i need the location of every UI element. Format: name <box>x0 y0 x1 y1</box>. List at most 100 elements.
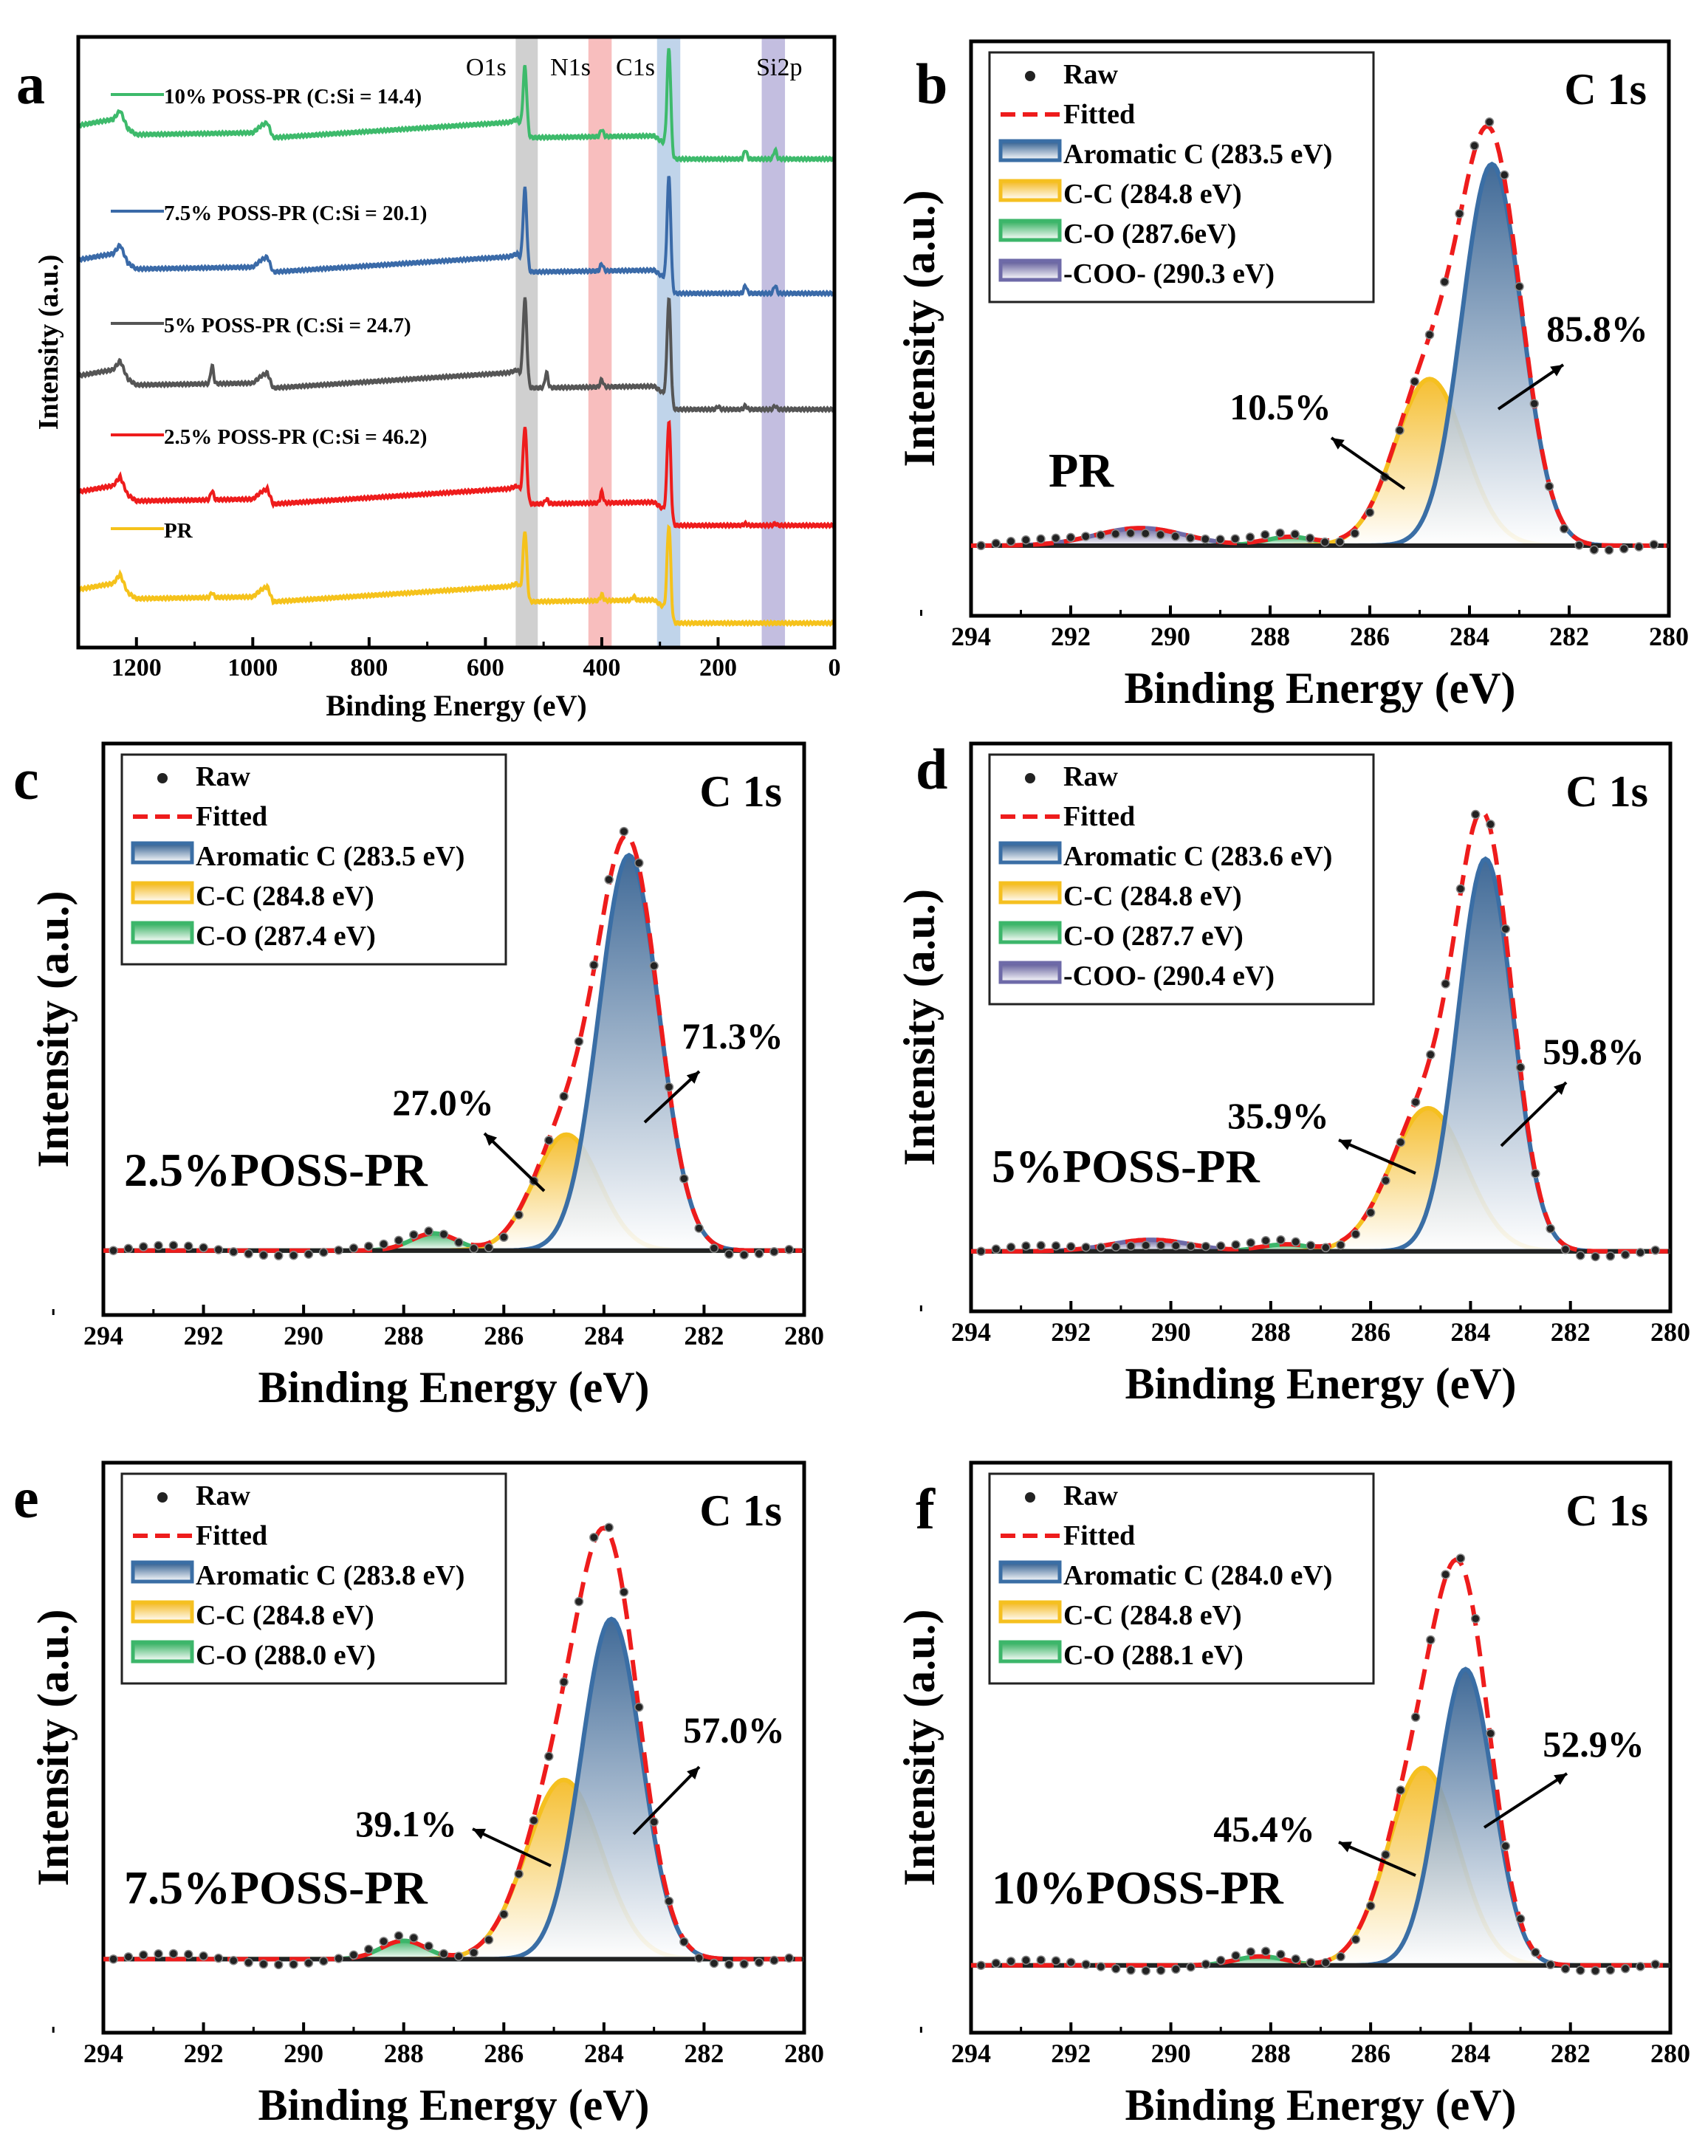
raw-point <box>379 1239 388 1249</box>
raw-point <box>1469 141 1479 151</box>
raw-point <box>1111 529 1120 539</box>
raw-point <box>1201 1241 1211 1252</box>
annotation-arrow <box>632 1765 701 1836</box>
aromatic-legend-icon <box>998 139 1062 162</box>
raw-point <box>1215 1241 1226 1251</box>
raw-point <box>559 1091 569 1102</box>
aromatic-legend-icon <box>998 1560 1062 1584</box>
raw-point <box>1111 1964 1121 1974</box>
raw-point <box>1021 1955 1031 1966</box>
raw-point <box>1515 1914 1526 1923</box>
raw-point <box>769 1246 779 1257</box>
sample-label: PR <box>1049 444 1114 498</box>
raw-point <box>499 1232 509 1242</box>
raw-point <box>724 1960 734 1969</box>
raw-point <box>1351 1229 1361 1239</box>
raw-point <box>976 1246 986 1256</box>
legend-cc: C-C (284.8 eV) <box>196 1600 374 1631</box>
x-tick-label: 282 <box>1549 622 1589 651</box>
raw-point <box>319 1247 329 1257</box>
raw-point <box>1096 530 1105 540</box>
raw-point <box>199 1951 208 1961</box>
y-axis-label: Intensity (a.u.) <box>33 255 64 430</box>
raw-point <box>664 1896 674 1906</box>
raw-point <box>274 1251 284 1260</box>
raw-point <box>1021 535 1031 545</box>
arrow-head <box>1554 1774 1567 1785</box>
raw-point <box>1066 1957 1076 1967</box>
raw-point <box>1231 1951 1241 1960</box>
y-axis-label: Intensity (a.u.) <box>895 889 944 1166</box>
raw-point <box>1486 820 1495 829</box>
raw-point <box>1396 1785 1405 1795</box>
raw-point <box>484 1934 494 1945</box>
sample-label: 7.5%POSS-PR <box>124 1861 428 1914</box>
raw-point <box>1006 1242 1016 1252</box>
raw-point <box>1650 1245 1660 1255</box>
survey-line <box>77 48 836 163</box>
raw-point <box>1441 1570 1450 1579</box>
arrow-head <box>473 1828 486 1839</box>
arrow-head <box>1553 1082 1566 1095</box>
raw-point <box>228 1247 239 1257</box>
x-tick-label: 286 <box>484 1321 524 1350</box>
legend-co: C-O (288.0 eV) <box>196 1640 376 1671</box>
raw-point <box>754 1249 764 1259</box>
legend-label: 2.5% POSS-PR (C:Si = 46.2) <box>164 425 427 449</box>
legend-fitted: Fitted <box>196 801 267 832</box>
raw-point <box>244 1249 253 1259</box>
panel-f: 294 292 290 288 286 284 282 280 Binding Energy (… <box>895 1460 1690 2129</box>
raw-point <box>1410 377 1419 386</box>
raw-point <box>694 1953 704 1963</box>
x-tick-label: 282 <box>684 2039 724 2068</box>
panel-a: O1s N1s C1s Si2p 10% POSS-PR (C:Si = 14.4) 7.… <box>16 35 841 722</box>
raw-point <box>1426 1050 1436 1060</box>
legend: Raw Fitted Aromatic C (283.5 eV) C-C (284.8… <box>988 51 1375 303</box>
raw-point <box>991 538 1001 549</box>
x-axis-label: Binding Energy (eV) <box>326 689 586 722</box>
x-tick-label: 284 <box>1450 622 1489 651</box>
core-level-title: C 1s <box>1565 1486 1648 1535</box>
raw-point <box>694 1223 704 1233</box>
raw-point <box>976 540 986 551</box>
x-tick-label: 800 <box>350 654 388 682</box>
annotation-arrow <box>1330 436 1406 490</box>
raw-point <box>604 875 614 885</box>
raw-point <box>784 1953 794 1963</box>
legend-co: C-O (287.6eV) <box>1063 219 1236 250</box>
legend-label: PR <box>164 519 193 543</box>
raw-point <box>1634 542 1644 552</box>
survey-line <box>77 176 835 298</box>
raw-point <box>589 1532 599 1542</box>
raw-point <box>1484 117 1495 127</box>
raw-legend-icon <box>157 1492 168 1503</box>
legend-aromatic: Aromatic C (283.6 eV) <box>1063 841 1332 872</box>
cc-legend-icon <box>131 1600 194 1624</box>
raw-point <box>604 1522 614 1532</box>
x-tick-label: 282 <box>684 1321 724 1350</box>
aromatic-legend-icon <box>131 1560 194 1584</box>
x-tick-label: 290 <box>1151 1317 1191 1347</box>
annotation-arrow <box>643 1070 701 1124</box>
raw-point <box>1455 1554 1466 1563</box>
raw-point <box>664 1082 674 1092</box>
raw-point <box>1636 1248 1645 1257</box>
survey-line <box>78 419 836 530</box>
raw-point <box>1006 537 1016 546</box>
x-tick-label: 280 <box>1650 2039 1690 2068</box>
raw-point <box>1470 809 1481 820</box>
x-tick-label: 292 <box>1051 2039 1091 2068</box>
raw-point <box>1290 529 1300 539</box>
raw-point <box>1574 540 1584 550</box>
legend-raw: Raw <box>1063 59 1118 90</box>
legend-coo: -COO- (290.4 eV) <box>1063 961 1275 992</box>
raw-point <box>514 1210 524 1220</box>
raw-point <box>1620 1963 1630 1974</box>
raw-point <box>1081 532 1091 541</box>
raw-point <box>1500 1841 1511 1851</box>
raw-point <box>1575 1966 1585 1975</box>
raw-point <box>1529 399 1539 409</box>
legend-aromatic: Aromatic C (283.5 eV) <box>196 841 464 872</box>
x-tick-label: 288 <box>384 1321 424 1350</box>
raw-point <box>559 1677 569 1687</box>
